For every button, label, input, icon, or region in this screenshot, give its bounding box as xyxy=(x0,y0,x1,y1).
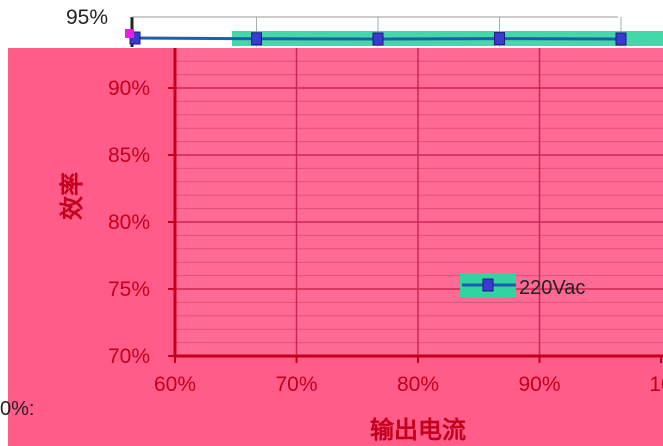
y-tick-label: 85% xyxy=(108,144,150,167)
y-tick-label: 80% xyxy=(108,211,150,234)
x-tick-label: 60% xyxy=(154,373,196,396)
series-lines xyxy=(125,29,663,46)
legend-marker xyxy=(482,278,494,292)
series-point xyxy=(615,32,627,46)
major-gridlines xyxy=(175,17,663,356)
x-tick-label: 90% xyxy=(518,373,560,396)
series-point xyxy=(372,32,384,46)
stray-label: 0%: xyxy=(0,398,35,420)
x-tick-label: 80% xyxy=(397,373,439,396)
minor-gridlines xyxy=(175,60,663,344)
y-axis-title: 效率 xyxy=(58,172,86,220)
series-point xyxy=(494,32,505,46)
y-tick-label: 95% xyxy=(66,6,108,29)
y-tick-label: 90% xyxy=(108,77,150,100)
x-tick-label: 10 xyxy=(649,373,663,396)
origin-marker xyxy=(125,29,134,38)
y-tick-label: 70% xyxy=(108,345,150,368)
x-tick-label: 70% xyxy=(275,373,317,396)
x-axis-title: 输出电流 xyxy=(370,416,466,444)
plot-area xyxy=(175,48,663,356)
y-tick-labels: 70% 75% 80% 85% 90% 95% xyxy=(66,6,175,368)
x-tick-labels: 60% 70% 80% 90% 10 xyxy=(154,356,663,396)
legend-label-220vac: 220Vac xyxy=(519,277,585,299)
legend: 220Vac xyxy=(460,273,585,299)
y-tick-label: 75% xyxy=(108,278,150,301)
series-point xyxy=(251,32,262,46)
